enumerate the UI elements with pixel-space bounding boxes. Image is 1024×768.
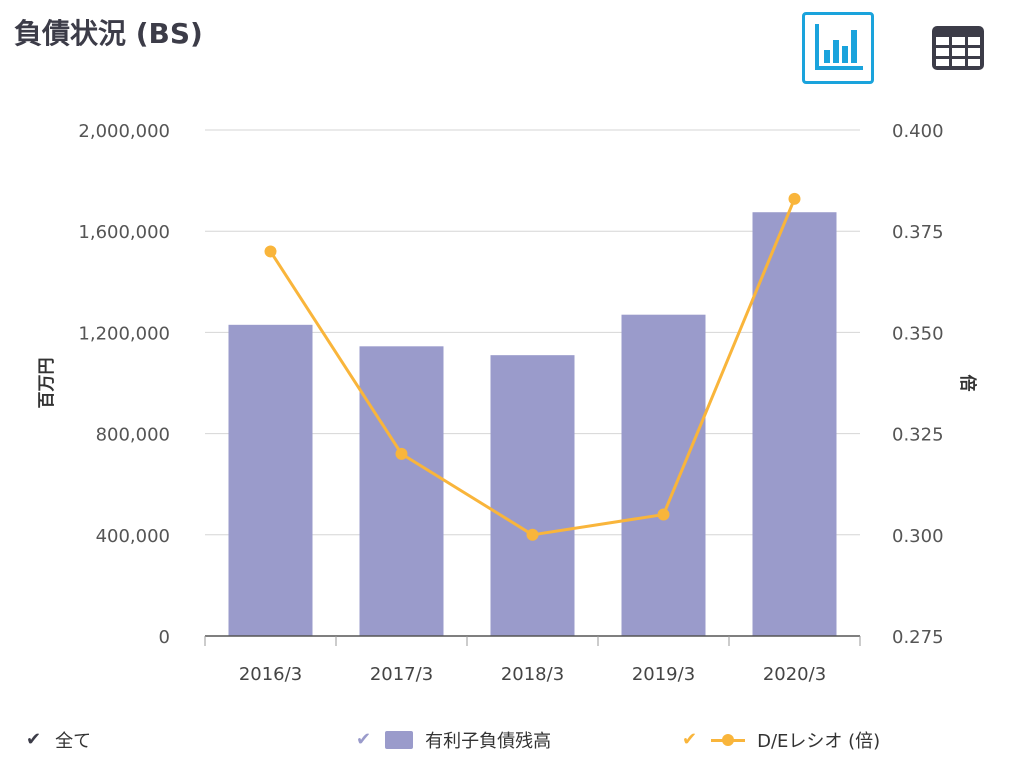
y-left-axis-title: 百万円 [37, 358, 57, 409]
line-point [395, 447, 408, 460]
x-tick-label: 2017/3 [370, 664, 433, 685]
x-tick-label: 2018/3 [501, 664, 564, 685]
bar-chart-icon [815, 24, 863, 70]
legend-all-toggle[interactable]: ✔ 全て [26, 724, 91, 756]
legend-item-de-ratio[interactable]: ✔ D/Eレシオ (倍) [682, 724, 880, 756]
x-tick-label: 2019/3 [632, 664, 695, 685]
y-left-tick-label: 0 [159, 627, 170, 648]
y-right-tick-label: 0.300 [892, 526, 944, 547]
y-right-tick-label: 0.275 [892, 627, 944, 648]
y-right-axis-title: 倍 [957, 375, 978, 392]
check-icon: ✔ [682, 729, 698, 750]
y-left-tick-label: 2,000,000 [78, 121, 170, 142]
legend-item-interest-bearing-debt[interactable]: ✔ 有利子負債残高 [356, 724, 551, 756]
bar [752, 212, 837, 636]
table-view-button[interactable] [922, 12, 994, 84]
y-left-tick-label: 1,600,000 [78, 222, 170, 243]
table-grid-icon [932, 26, 984, 70]
chart-view-button[interactable] [802, 12, 874, 84]
y-right-tick-label: 0.375 [892, 222, 944, 243]
x-tick-label: 2020/3 [763, 664, 826, 685]
bar [228, 324, 313, 636]
x-tick-label: 2016/3 [239, 664, 302, 685]
line-point [264, 245, 277, 258]
bar [490, 355, 575, 636]
chart-title: 負債状況 (BS) [14, 17, 203, 50]
check-icon: ✔ [26, 729, 42, 750]
legend-bar-swatch [385, 731, 414, 749]
legend-item-label: 有利子負債残高 [425, 731, 552, 752]
y-right-tick-label: 0.350 [892, 323, 944, 344]
bar [621, 314, 706, 636]
legend-line-swatch [711, 731, 746, 749]
line-point [526, 528, 539, 541]
y-left-tick-label: 1,200,000 [78, 323, 170, 344]
legend-all-label: 全て [55, 731, 92, 752]
line-point [788, 192, 801, 205]
y-right-tick-label: 0.400 [892, 121, 944, 142]
y-right-tick-label: 0.325 [892, 425, 944, 446]
y-left-tick-label: 400,000 [96, 526, 170, 547]
chart-canvas: 0 0.275 400,000 0.300 800,000 0.325 1,200,000 0… [37, 121, 978, 685]
y-left-tick-label: 800,000 [96, 425, 170, 446]
legend-item-label: D/Eレシオ (倍) [757, 731, 881, 752]
bar [359, 346, 444, 636]
line-point [657, 508, 670, 521]
check-icon: ✔ [356, 729, 372, 750]
